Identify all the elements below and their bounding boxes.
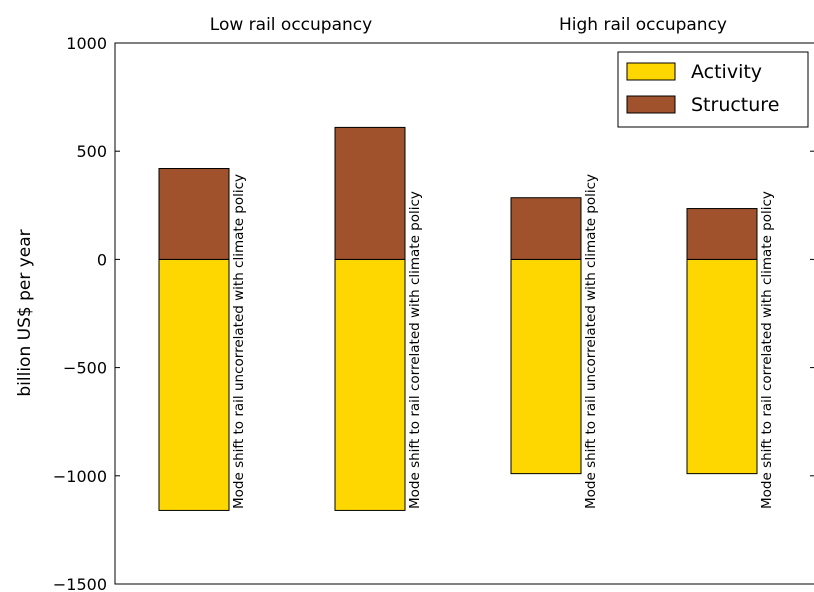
legend-label-structure: Structure: [691, 94, 779, 116]
panel-title-low: Low rail occupancy: [210, 15, 372, 35]
bar-activity-1: [158, 258, 230, 511]
bar-activity-3: [510, 258, 582, 475]
bar-activity-4: [686, 258, 758, 475]
bar-labels: Mode shift to rail uncorrelated with cli…: [231, 174, 775, 509]
y-tick-label: −500: [63, 359, 107, 378]
bar-category-label-2: Mode shift to rail correlated with clima…: [407, 191, 423, 509]
plot-frame: [114, 42, 814, 585]
y-tick-label: 0: [97, 250, 107, 269]
bar-category-label-1: Mode shift to rail uncorrelated with cli…: [231, 174, 247, 509]
bar-structure-1: [158, 168, 230, 260]
bar-structure-2: [334, 126, 406, 260]
y-axis-label: billion US$ per year: [15, 229, 35, 396]
bar-structure-4: [686, 208, 758, 260]
y-tick-label: 1000: [66, 34, 107, 53]
legend-label-activity: Activity: [691, 61, 762, 83]
y-axis: −1500 −1000 −500 0 500 1000: [53, 34, 814, 592]
legend-swatch-activity: [626, 62, 676, 81]
y-tick-label: 500: [76, 142, 107, 161]
y-tick-label: −1000: [53, 467, 107, 486]
bars-layer: [158, 126, 758, 511]
bar-structure-3: [510, 197, 582, 260]
panel-title-high: High rail occupancy: [559, 15, 727, 35]
legend-swatch-structure: [626, 95, 676, 114]
y-tick-label: −1500: [53, 575, 107, 592]
legend: Activity Structure: [617, 51, 809, 128]
bar-category-label-4: Mode shift to rail correlated with clima…: [759, 191, 775, 509]
bar-category-label-3: Mode shift to rail uncorrelated with cli…: [583, 174, 599, 509]
bar-activity-2: [334, 258, 406, 511]
